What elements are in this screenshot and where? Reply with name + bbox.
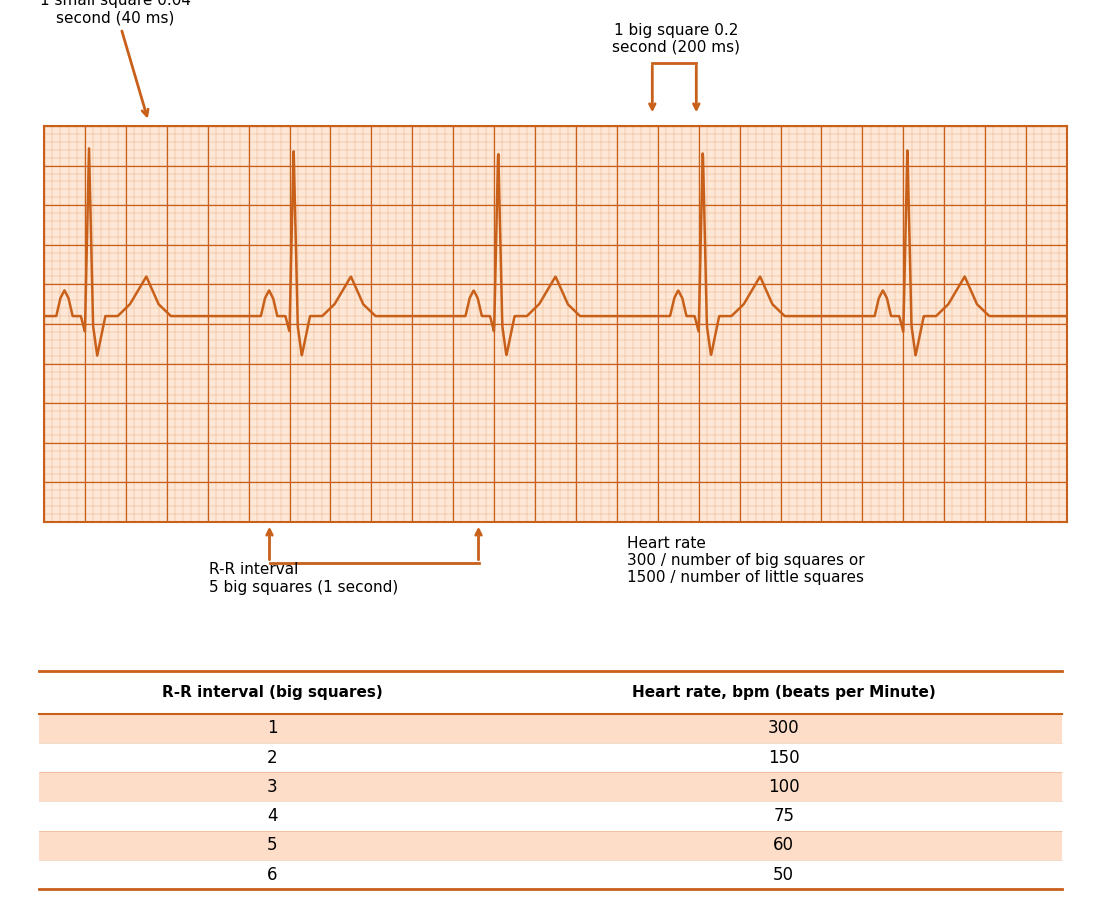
Text: 3: 3 [267, 778, 277, 796]
Text: 5: 5 [267, 836, 277, 854]
Bar [39, 831, 1062, 860]
Bar [39, 714, 1062, 743]
Text: 60: 60 [773, 836, 794, 854]
Text: R-R interval (big squares): R-R interval (big squares) [162, 685, 383, 699]
Text: 1: 1 [267, 719, 277, 737]
Text: Heart rate
300 / number of big squares or
1500 / number of little squares: Heart rate 300 / number of big squares o… [627, 536, 865, 585]
Bar [39, 772, 1062, 801]
Text: 300: 300 [768, 719, 800, 737]
Text: 150: 150 [768, 749, 800, 767]
Text: 50: 50 [773, 866, 794, 884]
Text: R-R interval
5 big squares (1 second): R-R interval 5 big squares (1 second) [209, 562, 398, 595]
Text: 4: 4 [267, 807, 277, 825]
Text: 2: 2 [267, 749, 277, 767]
Text: 6: 6 [267, 866, 277, 884]
Text: 1 big square 0.2
second (200 ms): 1 big square 0.2 second (200 ms) [613, 22, 740, 55]
Text: 75: 75 [773, 807, 794, 825]
Text: Heart rate, bpm (beats per Minute): Heart rate, bpm (beats per Minute) [631, 685, 936, 699]
Text: 1 small square 0.04
second (40 ms): 1 small square 0.04 second (40 ms) [40, 0, 191, 116]
Text: 100: 100 [768, 778, 800, 796]
